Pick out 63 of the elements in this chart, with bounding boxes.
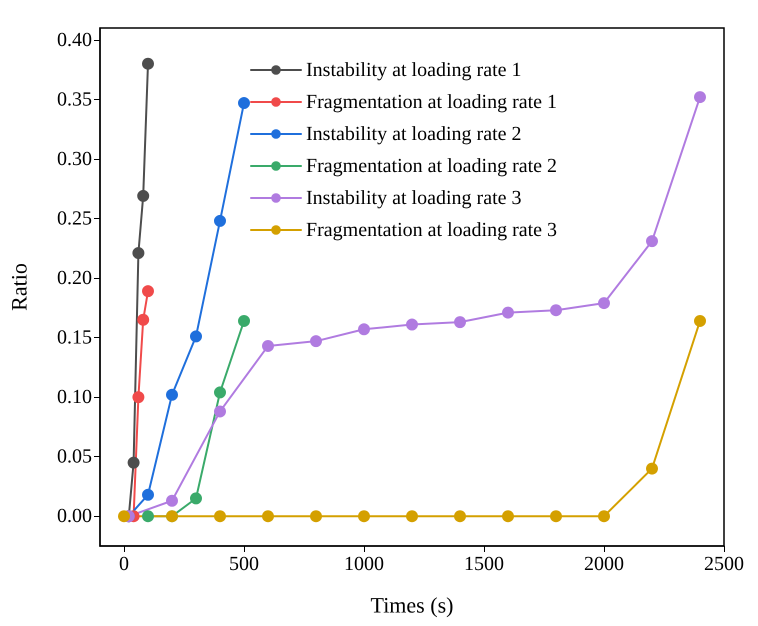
legend-label: Fragmentation at loading rate 2 (306, 155, 558, 177)
legend-label: Instability at loading rate 1 (306, 59, 522, 81)
y-tick-label: 0.10 (57, 386, 92, 408)
point (214, 510, 226, 522)
y-tick-label: 0.00 (57, 505, 92, 528)
point (598, 297, 610, 310)
y-tick-label: 0.15 (57, 326, 92, 349)
point (694, 314, 706, 327)
point (118, 510, 130, 522)
point (502, 510, 514, 522)
point (310, 335, 322, 348)
x-tick-label: 0 (119, 553, 129, 575)
y-tick-label: 0.25 (57, 208, 92, 230)
y-tick-label: 0.40 (57, 28, 92, 51)
x-tick-label: 1000 (344, 553, 384, 575)
point (142, 488, 154, 501)
legend-label: Instability at loading rate 3 (306, 187, 522, 209)
point (694, 91, 706, 104)
point (137, 314, 150, 326)
point (454, 510, 466, 522)
x-tick-label: 500 (229, 553, 259, 575)
x-tick-label: 2000 (584, 553, 624, 575)
point (406, 510, 418, 522)
x-axis-title: Times (s) (370, 592, 454, 618)
y-tick-label: 0.35 (57, 88, 92, 110)
x-tick-label: 1500 (464, 553, 504, 575)
point (214, 405, 226, 418)
legend-label: Instability at loading rate 2 (306, 123, 522, 145)
point (262, 510, 274, 522)
point (550, 304, 562, 316)
point (132, 247, 144, 260)
y-axis-title: Ratio (6, 263, 32, 311)
point (166, 388, 178, 401)
point (238, 314, 250, 327)
point (190, 330, 202, 342)
point (454, 316, 466, 328)
point (128, 456, 140, 469)
point (142, 510, 154, 522)
point (132, 391, 144, 404)
x-tick-label: 2500 (704, 553, 744, 575)
point (238, 97, 250, 110)
point (598, 510, 610, 522)
y-tick-label: 0.05 (57, 446, 92, 468)
point (214, 386, 226, 398)
point (646, 235, 658, 248)
point (214, 214, 226, 227)
point (502, 306, 514, 319)
point (310, 510, 322, 522)
y-tick-label: 0.30 (57, 148, 92, 170)
point (190, 492, 202, 504)
point (358, 510, 370, 522)
legend-label: Fragmentation at loading rate 1 (306, 91, 558, 113)
point (262, 340, 274, 352)
point (137, 190, 150, 202)
point (406, 318, 418, 331)
legend-label: Fragmentation at loading rate 3 (306, 219, 558, 241)
point (358, 323, 370, 336)
y-tick-label: 0.20 (57, 267, 92, 290)
point (142, 285, 154, 298)
point (142, 58, 154, 70)
point (166, 494, 178, 507)
point (646, 462, 658, 475)
point (550, 510, 562, 522)
